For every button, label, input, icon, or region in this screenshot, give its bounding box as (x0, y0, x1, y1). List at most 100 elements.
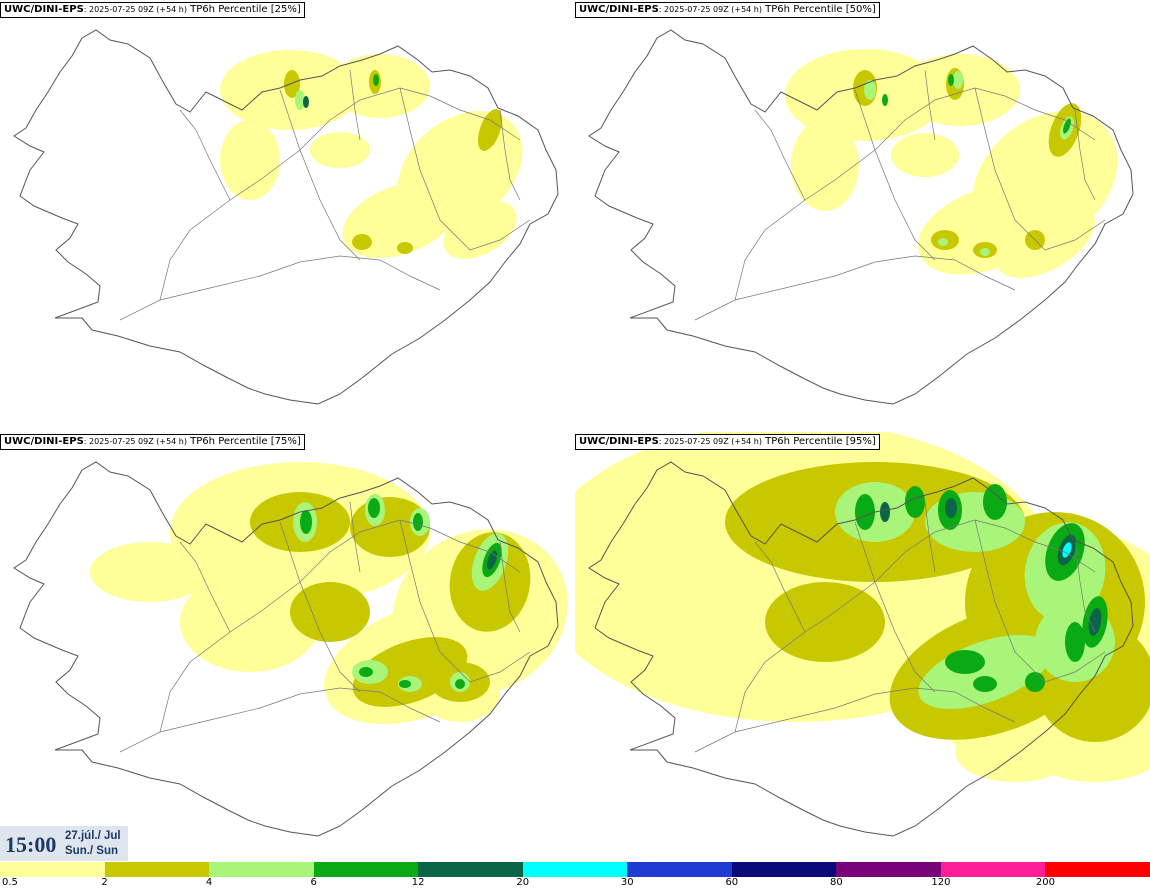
panel-title-p50: UWC/DINI-EPS: 2025-07-25 09Z (+54 h) TP6… (575, 2, 880, 18)
precip-field (785, 49, 1118, 278)
panel-source: UWC/DINI-EPS (4, 4, 84, 15)
colorbar-tick-label: 60 (725, 877, 739, 888)
road-line (499, 109, 521, 201)
road-line (279, 89, 301, 151)
road-line (694, 255, 1016, 321)
road-line (159, 519, 521, 733)
road-line (854, 521, 876, 583)
precip-contour (295, 90, 305, 110)
precip-contour (413, 513, 423, 531)
precipitation-map-p75 (13, 461, 568, 837)
road-line (734, 87, 1096, 301)
precip-contour (983, 484, 1007, 520)
precip-contour (955, 722, 1075, 782)
panel-run: : 2025-07-25 09Z (+54 h) (83, 437, 187, 446)
precip-contour (791, 119, 859, 211)
panel-run: : 2025-07-25 09Z (+54 h) (658, 437, 762, 446)
road-line (499, 541, 521, 633)
precip-contour (443, 201, 517, 259)
precip-contour (180, 572, 320, 672)
road-line (694, 687, 1016, 753)
precip-contour (310, 132, 370, 168)
precip-contour (220, 120, 280, 200)
precipitation-map-p95 (575, 432, 1150, 837)
road-line (874, 581, 936, 693)
colorbar-tick-label: 80 (829, 877, 843, 888)
road-line (399, 519, 531, 683)
panel-title-p25: UWC/DINI-EPS: 2025-07-25 09Z (+54 h) TP6… (0, 2, 305, 18)
precipitation-colorbar (0, 862, 1150, 877)
precip-contour (373, 74, 379, 86)
road-line (734, 519, 1096, 733)
precip-contour (284, 70, 300, 98)
precip-contour (891, 133, 959, 177)
colorbar-segment (209, 862, 315, 877)
road-line (974, 519, 1106, 683)
road-line (299, 149, 361, 261)
precip-contour (765, 582, 885, 662)
colorbar-ticks: 0.5 2 4 6 12 20 30 60 80 120 200 (0, 877, 1150, 891)
panel-run: : 2025-07-25 09Z (+54 h) (83, 5, 187, 14)
colorbar-tick-label: 2 (101, 877, 108, 888)
colorbar-segment (836, 862, 942, 877)
coastline (13, 461, 559, 837)
road-line (299, 581, 361, 693)
coastline (13, 29, 559, 405)
precip-contour (290, 582, 370, 642)
valid-time: 15:00 (5, 832, 57, 857)
colorbar-segment (1045, 862, 1150, 877)
colorbar-segment (418, 862, 524, 877)
road-line (399, 87, 531, 251)
colorbar-tick-label: 20 (516, 877, 530, 888)
colorbar-tick-label: 6 (310, 877, 317, 888)
colorbar-segment (731, 862, 837, 877)
precip-contour (1062, 542, 1072, 558)
colorbar-tick-label: 30 (620, 877, 634, 888)
precip-contour (855, 494, 875, 530)
valid-date: 27.júl./ Jul (65, 830, 121, 842)
road-line (279, 521, 301, 583)
road-line (754, 109, 806, 201)
precip-contour (359, 667, 373, 677)
map-panel-p25: UWC/DINI-EPS: 2025-07-25 09Z (+54 h) TP6… (0, 0, 575, 432)
colorbar-tick-label: 4 (205, 877, 213, 888)
precip-contour (1088, 608, 1102, 636)
precip-contour (300, 510, 312, 534)
precipitation-map-p25 (13, 29, 559, 405)
road-line (1074, 109, 1096, 201)
precip-contour (477, 109, 503, 151)
precip-contour (948, 74, 954, 86)
valid-day: Sun./ Sun (65, 845, 119, 857)
colorbar-tick-label: 0.5 (2, 877, 18, 888)
colorbar-segment (0, 862, 106, 877)
precip-contour (1063, 118, 1071, 134)
road-line (754, 541, 806, 633)
colorbar-segment (104, 862, 210, 877)
colorbar-tick-label: 200 (1035, 877, 1055, 888)
panel-source: UWC/DINI-EPS (579, 436, 659, 447)
road-line (924, 501, 936, 573)
panel-title-p95: UWC/DINI-EPS: 2025-07-25 09Z (+54 h) TP6… (575, 434, 880, 450)
precip-contour (953, 71, 963, 89)
panel-field: TP6h Percentile [95%] (765, 436, 876, 447)
road-line (1074, 541, 1096, 633)
precip-contour (938, 238, 948, 246)
precip-contour (905, 486, 925, 518)
precip-field (575, 432, 1150, 782)
precip-contour (945, 498, 957, 518)
panel-source: UWC/DINI-EPS (579, 4, 659, 15)
colorbar-segment (313, 862, 419, 877)
road-line (874, 149, 936, 261)
precip-contour (455, 679, 465, 689)
road-line (854, 89, 876, 151)
precip-contour (1065, 622, 1085, 662)
precip-contour (864, 80, 876, 100)
road-line (179, 541, 231, 633)
precip-contour (1025, 672, 1045, 692)
colorbar-segment (522, 862, 628, 877)
panel-title-p75: UWC/DINI-EPS: 2025-07-25 09Z (+54 h) TP6… (0, 434, 305, 450)
colorbar-segment (940, 862, 1047, 877)
colorbar-segment (627, 862, 733, 877)
precip-contour (980, 248, 990, 256)
precip-contour (368, 498, 380, 518)
